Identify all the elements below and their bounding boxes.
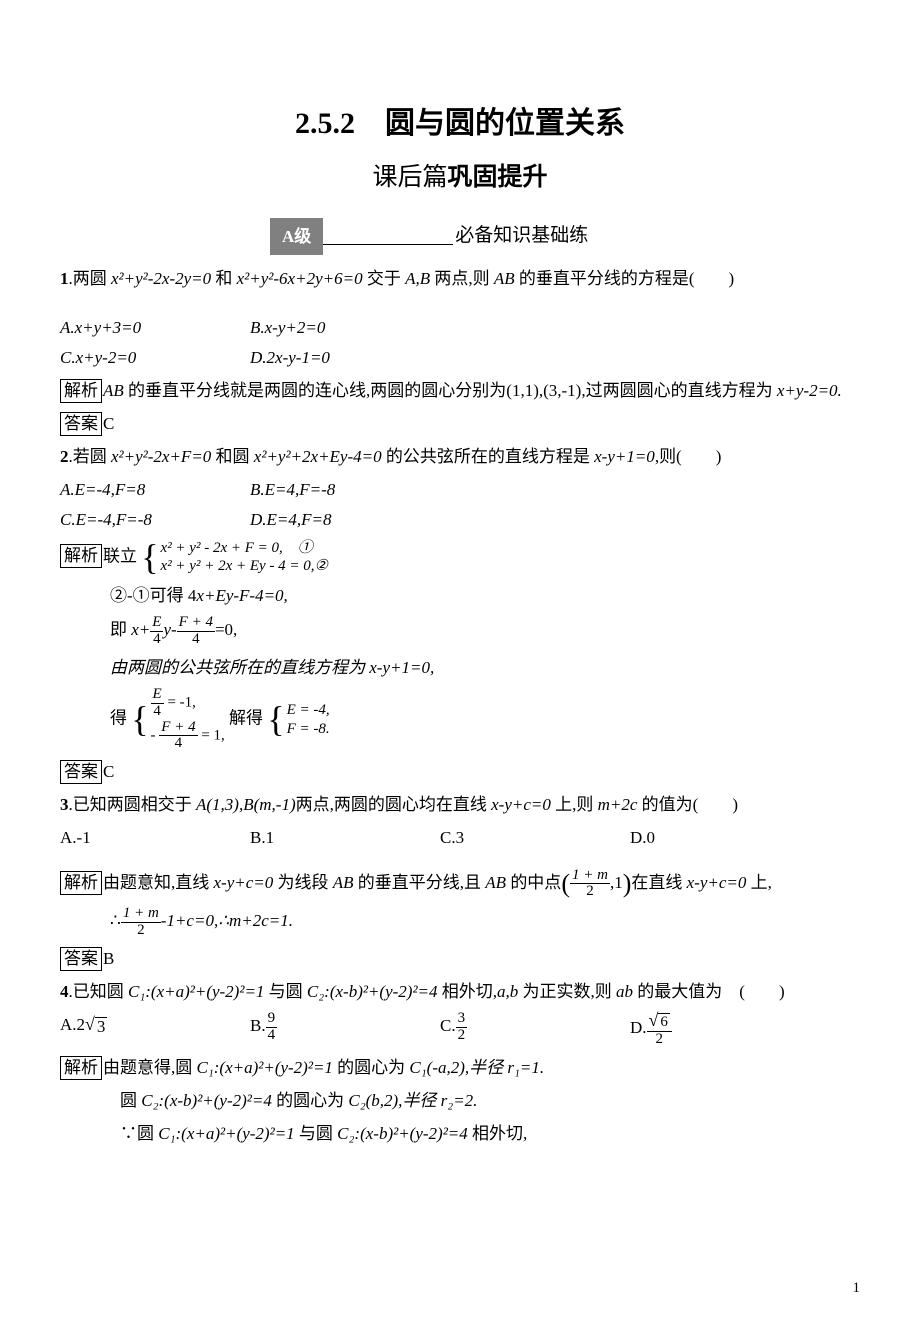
- q2-step1: ②-①可得 4x+Ey-F-4=0,: [110, 582, 860, 609]
- q1-options-row2: C.x+y-2=0 D.2x-y-1=0: [60, 344, 860, 371]
- level-underline: [323, 228, 453, 245]
- q2-opt-d: D.E=4,F=8: [250, 506, 440, 533]
- page-number: 1: [853, 1276, 861, 1300]
- q2-opt-c: C.E=-4,F=-8: [60, 506, 250, 533]
- question-3: 3.已知两圆相交于 A(1,3),B(m,-1)两点,两圆的圆心均在直线 x-y…: [60, 791, 860, 818]
- question-1: 1.两圆 x²+y²-2x-2y=0 和 x²+y²-6x+2y+6=0 交于 …: [60, 265, 860, 292]
- q3-opt-b: B.1: [250, 824, 440, 851]
- q2-opt-b: B.E=4,F=-8: [250, 476, 440, 503]
- q1-answer: 答案C: [60, 410, 860, 437]
- subtitle: 课后篇巩固提升: [60, 158, 860, 198]
- analysis-label: 解析: [60, 379, 102, 403]
- answer-label: 答案: [60, 412, 102, 436]
- q1-options-row1: A.x+y+3=0 B.x-y+2=0: [60, 314, 860, 341]
- q1-analysis: 解析AB 的垂直平分线就是两圆的连心线,两圆的圆心分别为(1,1),(3,-1)…: [60, 377, 860, 404]
- q4-opt-d: D.√62: [630, 1011, 820, 1048]
- q4-opt-b: B.94: [250, 1011, 440, 1048]
- q2-step4: 得 { E4 = -1, - F + 44 = 1, 解得 { E = -4, …: [110, 687, 860, 752]
- section-number: 2.5.2: [295, 107, 355, 140]
- q2-options-row2: C.E=-4,F=-8 D.E=4,F=8: [60, 506, 860, 533]
- q2-step2: 即 x+E4y-F + 44=0,: [110, 615, 860, 648]
- question-2: 2.若圆 x²+y²-2x+F=0 和圆 x²+y²+2x+Ey-4=0 的公共…: [60, 443, 860, 470]
- conditions-system: { E4 = -1, - F + 44 = 1,: [131, 687, 225, 752]
- level-row: A级 必备知识基础练: [270, 218, 860, 255]
- q4-options: A.2√3 B.94 C.32 D.√62: [60, 1011, 860, 1048]
- q3-options: A.-1 B.1 C.3 D.0: [60, 824, 860, 851]
- q2-options-row1: A.E=-4,F=8 B.E=4,F=-8: [60, 476, 860, 503]
- q3-answer: 答案B: [60, 945, 860, 972]
- section-title: 2.5.2 圆与圆的位置关系: [60, 100, 860, 148]
- level-badge: A级: [270, 218, 323, 255]
- analysis-label: 解析: [60, 871, 102, 895]
- q4-analysis-3: ∵圆 C₁:(x+a)²+(y-2)²=1 与圆 C₂:(x-b)²+(y-2)…: [120, 1120, 860, 1147]
- level-label: 必备知识基础练: [455, 221, 588, 251]
- q2-step3: 由两圆的公共弦所在的直线方程为 x-y+1=0,: [110, 654, 860, 681]
- q1-opt-b: B.x-y+2=0: [250, 314, 440, 341]
- q4-opt-a: A.2√3: [60, 1011, 250, 1048]
- q4-opt-c: C.32: [440, 1011, 630, 1048]
- q1-opt-a: A.x+y+3=0: [60, 314, 250, 341]
- question-4: 4.已知圆 C₁:(x+a)²+(y-2)²=1 与圆 C₂:(x-b)²+(y…: [60, 978, 860, 1005]
- q3-opt-c: C.3: [440, 824, 630, 851]
- equation-system: { x² + y² - 2x + F = 0, ① x² + y² + 2x +…: [141, 539, 328, 577]
- q2-answer: 答案C: [60, 758, 860, 785]
- q2-opt-a: A.E=-4,F=8: [60, 476, 250, 503]
- q3-opt-d: D.0: [630, 824, 820, 851]
- q1-opt-c: C.x+y-2=0: [60, 344, 250, 371]
- analysis-label: 解析: [60, 544, 102, 568]
- results-system: { E = -4, F = -8.: [267, 701, 329, 739]
- q4-analysis-2: 圆 C₂:(x-b)²+(y-2)²=4 的圆心为 C₂(b,2),半径 r₂=…: [120, 1087, 860, 1114]
- answer-label: 答案: [60, 760, 102, 784]
- answer-label: 答案: [60, 947, 102, 971]
- q3-opt-a: A.-1: [60, 824, 250, 851]
- q3-step: ∴1 + m2-1+c=0,∴m+2c=1.: [110, 906, 860, 939]
- q4-analysis-1: 解析由题意得,圆 C₁:(x+a)²+(y-2)²=1 的圆心为 C₁(-a,2…: [60, 1054, 860, 1081]
- analysis-label: 解析: [60, 1056, 102, 1080]
- q1-opt-d: D.2x-y-1=0: [250, 344, 440, 371]
- q2-analysis-1: 解析联立 { x² + y² - 2x + F = 0, ① x² + y² +…: [60, 539, 860, 577]
- q3-analysis: 解析由题意知,直线 x-y+c=0 为线段 AB 的垂直平分线,且 AB 的中点…: [60, 868, 860, 901]
